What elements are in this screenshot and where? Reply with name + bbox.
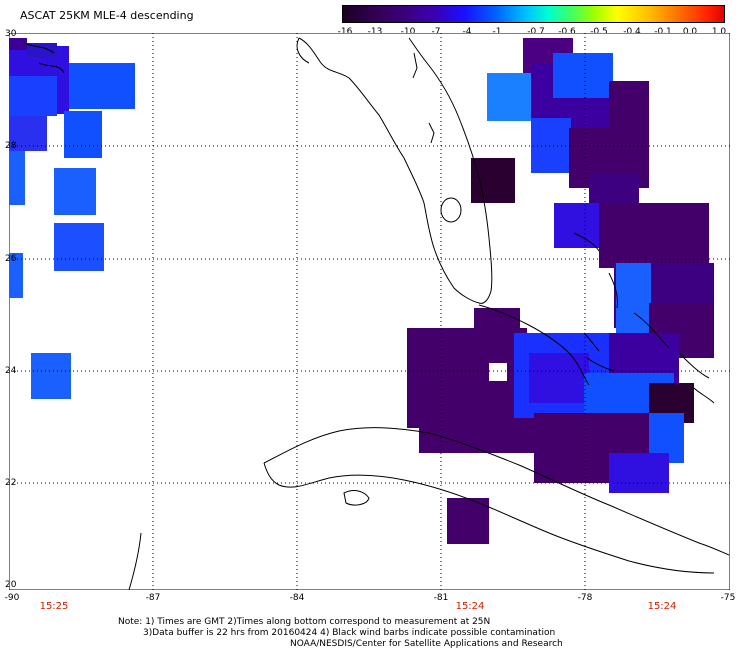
lat-label: 20 <box>5 580 17 590</box>
colorbar-label: -0.4 <box>623 27 641 37</box>
note-line-1: Note: 1) Times are GMT 2)Times along bot… <box>118 617 491 627</box>
lon-label: -81 <box>433 593 449 603</box>
colorbar-label: -10 <box>400 27 416 37</box>
swath-east <box>407 38 714 544</box>
colorbar-label: -0.1 <box>654 27 672 37</box>
note-line-3: NOAA/NESDIS/Center for Satellite Applica… <box>290 639 563 649</box>
graticule <box>9 33 730 590</box>
lat-label: 22 <box>5 478 17 488</box>
lon-label: -84 <box>289 593 305 603</box>
lon-label: -75 <box>720 593 736 603</box>
chart-title: ASCAT 25KM MLE-4 descending <box>20 9 194 22</box>
colorbar-label: -0.6 <box>558 27 576 37</box>
lat-label: 28 <box>5 141 17 151</box>
lat-label: 24 <box>5 366 17 376</box>
colorbar-label: -16 <box>337 27 353 37</box>
colorbar-label: 0.0 <box>682 27 698 37</box>
colorbar-label: -0.5 <box>590 27 608 37</box>
lat-label: 30 <box>5 29 17 39</box>
map-plot <box>9 33 730 590</box>
note-line-2: 3)Data buffer is 22 hrs from 20160424 4)… <box>143 628 556 638</box>
colorbar-label: -4 <box>462 27 472 37</box>
colorbar-label: -0.7 <box>527 27 545 37</box>
colorbar-label: -13 <box>367 27 383 37</box>
colorbar-label: -1 <box>492 27 502 37</box>
color-scale-bar <box>342 5 725 23</box>
lon-label: -78 <box>577 593 593 603</box>
lon-label: -87 <box>145 593 161 603</box>
colorbar-label: -7 <box>431 27 441 37</box>
pass-time: 15:25 <box>39 601 69 612</box>
pass-time: 15:24 <box>647 601 677 612</box>
colorbar-label: 1.0 <box>711 27 727 37</box>
lat-label: 26 <box>5 254 17 264</box>
pass-time: 15:24 <box>455 601 485 612</box>
lon-label: -90 <box>4 593 20 603</box>
coastlines <box>23 37 730 590</box>
